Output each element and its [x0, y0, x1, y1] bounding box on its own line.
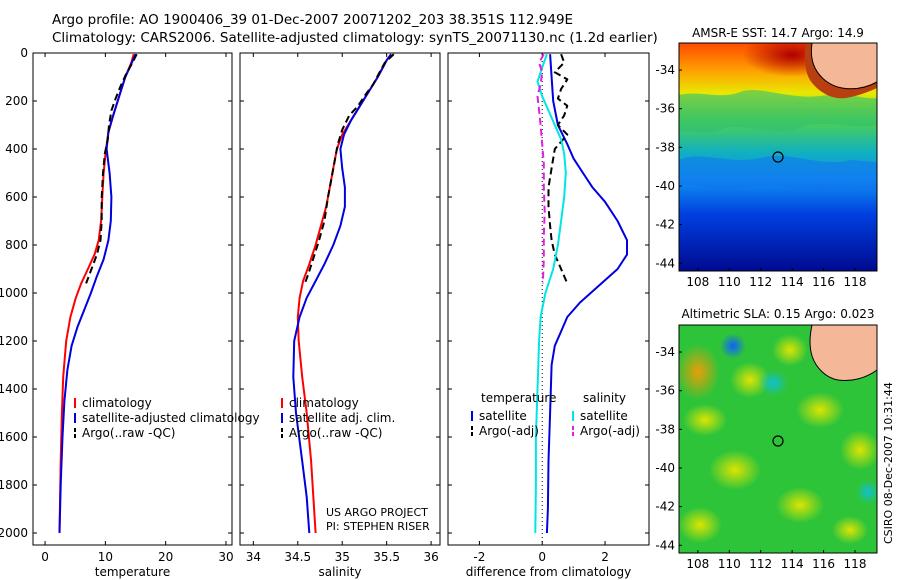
timestamp-stamp: CSIRO 08-Dec-2007 10:31:44 [882, 382, 895, 544]
salinity-panel: 34 34.5 35 35.5 36 salinity climatologysatelli… [239, 52, 441, 579]
map-y-tick-label: -40 [655, 461, 675, 475]
plot-frame [32, 52, 233, 546]
x-tick-label: 34 [246, 550, 261, 564]
legend-entry: Argo(..raw -QC) [82, 426, 175, 440]
legend-title-temperature: temperature [481, 391, 556, 405]
map-y-tick-label: -44 [655, 256, 675, 270]
series-line-argo-adj [547, 53, 569, 284]
x-tick-label: 30 [218, 550, 233, 564]
map-y-tick-label: -38 [655, 140, 675, 154]
map-y-tick-label: -42 [655, 218, 675, 232]
legend-entry: climatology [289, 396, 359, 410]
map-y-tick-label: -36 [655, 384, 675, 398]
map-x-tick-label: 116 [812, 557, 835, 571]
legend-entry: satellite [580, 409, 628, 423]
plot-frame [239, 52, 441, 546]
map-y-tick-label: -44 [655, 538, 675, 552]
x-tick-label: 2 [601, 550, 609, 564]
x-tick-label: -2 [473, 550, 485, 564]
x-tick-label: 35.5 [373, 550, 400, 564]
map-y-tick-label: -34 [655, 63, 675, 77]
y-tick-label: 1600 [0, 430, 28, 444]
y-tick-label: 1200 [0, 334, 28, 348]
map-x-tick-label: 118 [844, 275, 867, 289]
map-x-tick-label: 114 [781, 557, 804, 571]
sst-argo-marker [772, 151, 784, 163]
x-tick-label: 0 [538, 550, 546, 564]
map-y-tick-label: -36 [655, 102, 675, 116]
series-line-argo-adj [536, 53, 546, 284]
series-line-argo-raw-qc [303, 53, 395, 284]
y-tick-label: 400 [5, 142, 28, 156]
header-line1: Argo profile: AO 1900406_39 01-Dec-2007 … [52, 12, 573, 28]
map-x-tick-label: 118 [844, 557, 867, 571]
header-line2: Climatology: CARS2006. Satellite-adjuste… [52, 30, 658, 46]
x-tick-label: 35 [335, 550, 350, 564]
x-axis-label: temperature [95, 565, 170, 579]
map-x-tick-label: 116 [812, 275, 835, 289]
legend-entry: satellite [479, 409, 527, 423]
credit-project: US ARGO PROJECT [326, 506, 428, 519]
map-y-tick-label: -42 [655, 500, 675, 514]
sla-argo-marker [772, 435, 784, 447]
legend-entry: satellite-adjusted climatology [82, 411, 260, 425]
legend-entry: Argo(..raw -QC) [289, 426, 382, 440]
y-tick-label: 1000 [0, 286, 28, 300]
series-line-satellite-adj-clim [292, 53, 392, 534]
legend-title-salinity: salinity [583, 391, 626, 405]
sst-map: AMSR-E SST: 14.7 Argo: 14.9 108 110 112 114… [655, 26, 878, 289]
map-y-tick-label: -38 [655, 422, 675, 436]
series-line-satellite [534, 53, 567, 534]
legend-entry: Argo(-adj) [479, 424, 539, 438]
x-tick-label: 20 [158, 550, 173, 564]
x-tick-label: 10 [98, 550, 113, 564]
x-tick-label: 36 [423, 550, 438, 564]
x-tick-label: 0 [41, 550, 49, 564]
y-tick-label: 1400 [0, 382, 28, 396]
sla-map-title: Altimetric SLA: 0.15 Argo: 0.023 [681, 307, 874, 321]
legend-entry: satellite adj. clim. [289, 411, 395, 425]
legend-entry: Argo(-adj) [580, 424, 640, 438]
sst-map-title: AMSR-E SST: 14.7 Argo: 14.9 [692, 26, 864, 40]
y-tick-label: 800 [5, 238, 28, 252]
map-y-tick-label: -34 [655, 345, 675, 359]
y-tick-label: 0 [20, 46, 28, 60]
temperature-panel: 0 200 400 600 800 1000 1200 1400 1600 1800 2000 0 10… [0, 46, 260, 579]
series-line-climatology [296, 53, 392, 534]
y-tick-label: 200 [5, 94, 28, 108]
series-line-climatology [58, 53, 135, 534]
series-line-satellite [545, 54, 628, 534]
map-x-tick-label: 108 [686, 275, 709, 289]
y-tick-label: 600 [5, 190, 28, 204]
map-x-tick-label: 112 [749, 557, 772, 571]
y-tick-label: 1800 [0, 478, 28, 492]
map-x-tick-label: 112 [749, 275, 772, 289]
x-axis-label: salinity [318, 565, 361, 579]
y-tick-label: 2000 [0, 526, 28, 540]
map-x-tick-label: 110 [718, 275, 741, 289]
x-tick-label: 34.5 [284, 550, 311, 564]
series-line-argo-raw-qc [85, 53, 138, 284]
credit-pi: PI: STEPHEN RISER [326, 520, 430, 533]
sla-map: Altimetric SLA: 0.15 Argo: 0.023 108 110 1… [655, 307, 878, 571]
map-x-tick-label: 110 [718, 557, 741, 571]
map-x-tick-label: 114 [781, 275, 804, 289]
map-x-tick-label: 108 [686, 557, 709, 571]
series-line-satellite-adjusted-climatology [58, 53, 137, 534]
legend-entry: climatology [82, 396, 152, 410]
x-axis-label: difference from climatology [466, 565, 632, 579]
map-y-tick-label: -40 [655, 179, 675, 193]
plot-frame [447, 52, 650, 546]
